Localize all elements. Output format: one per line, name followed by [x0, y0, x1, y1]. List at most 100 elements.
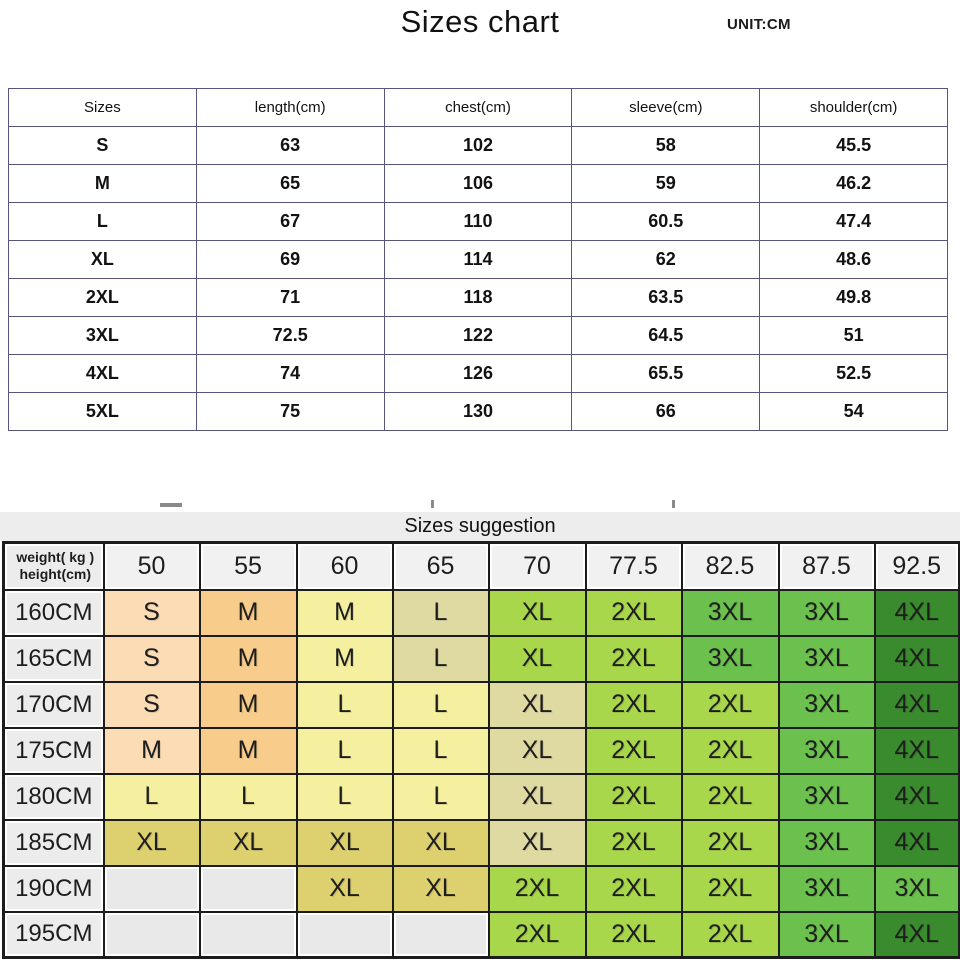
- cropped-text-fragment: [160, 503, 182, 507]
- weight-header-cell: 60: [295, 541, 394, 591]
- suggestion-cell: 4XL: [873, 634, 960, 683]
- size-chart-table: Sizes length(cm) chest(cm) sleeve(cm) should…: [8, 88, 948, 431]
- measurement-cell: 51: [759, 316, 948, 355]
- measurement-cell: 110: [383, 202, 573, 241]
- suggestion-cell: XL: [295, 818, 394, 867]
- suggestion-cell: 4XL: [873, 726, 960, 775]
- measurement-cell: 72.5: [195, 316, 385, 355]
- measurement-cell: 66: [571, 392, 761, 431]
- suggestion-row: 170CM S M L L XL 2XL 2XL 3XL 4XL: [2, 680, 960, 729]
- measurement-cell: 63: [195, 126, 385, 165]
- suggestion-cell: 2XL: [487, 910, 587, 959]
- size-table-row: S 63 102 58 45.5: [8, 126, 948, 165]
- suggestion-row: 165CM S M M L XL 2XL 3XL 3XL 4XL: [2, 634, 960, 683]
- suggestion-cell: 2XL: [584, 634, 683, 683]
- suggestion-cell: 4XL: [873, 588, 960, 637]
- measurement-cell: 122: [383, 316, 573, 355]
- suggestion-row: 195CM 2XL 2XL 2XL 3XL 4XL: [2, 910, 960, 959]
- measurement-cell: 71: [195, 278, 385, 317]
- height-label-cell: 170CM: [2, 680, 105, 729]
- suggestion-cell: 3XL: [680, 588, 780, 637]
- measurement-cell: 48.6: [759, 240, 948, 279]
- suggestion-cell: XL: [391, 818, 490, 867]
- weight-header-cell: 70: [487, 541, 587, 591]
- size-table-row: 4XL 74 126 65.5 52.5: [8, 354, 948, 393]
- suggestion-cell: XL: [102, 818, 201, 867]
- suggestion-cell: 2XL: [680, 818, 780, 867]
- measurement-cell: 58: [571, 126, 761, 165]
- size-label-cell: XL: [8, 240, 197, 279]
- unit-label: UNIT:CM: [727, 16, 791, 33]
- suggestion-row: 175CM M M L L XL 2XL 2XL 3XL 4XL: [2, 726, 960, 775]
- suggestion-cell: XL: [487, 818, 587, 867]
- measurement-cell: 49.8: [759, 278, 948, 317]
- suggestion-cell: 3XL: [777, 726, 876, 775]
- weight-header-row: weight( kg ) height(cm) 50 55 60 65 70 77.5 82.5…: [2, 541, 960, 591]
- suggestion-cell: XL: [487, 680, 587, 729]
- height-label-cell: 165CM: [2, 634, 105, 683]
- size-label-cell: L: [8, 202, 197, 241]
- suggestion-cell: 2XL: [584, 910, 683, 959]
- measurement-cell: 54: [759, 392, 948, 431]
- measurement-cell: 47.4: [759, 202, 948, 241]
- size-table-row: XL 69 114 62 48.6: [8, 240, 948, 279]
- measurement-cell: 118: [383, 278, 573, 317]
- height-label-cell: 185CM: [2, 818, 105, 867]
- suggestion-row: 190CM XL XL 2XL 2XL 2XL 3XL 3XL: [2, 864, 960, 913]
- suggestion-cell: 4XL: [873, 910, 960, 959]
- size-label-cell: M: [8, 164, 197, 203]
- suggestion-cell: M: [295, 634, 394, 683]
- measurement-cell: 64.5: [571, 316, 761, 355]
- suggestion-cell: XL: [487, 588, 587, 637]
- size-table-row: 2XL 71 118 63.5 49.8: [8, 278, 948, 317]
- suggestion-row: 180CM L L L L XL 2XL 2XL 3XL 4XL: [2, 772, 960, 821]
- page-title: Sizes chart: [400, 4, 560, 39]
- measurement-cell: 69: [195, 240, 385, 279]
- size-label-cell: 2XL: [8, 278, 197, 317]
- suggestion-cell: L: [391, 680, 490, 729]
- suggestion-cell: XL: [198, 818, 298, 867]
- measurement-cell: 52.5: [759, 354, 948, 393]
- weight-header-cell: 82.5: [680, 541, 780, 591]
- suggestion-cell: S: [102, 588, 201, 637]
- suggestion-cell: M: [198, 634, 298, 683]
- size-table-header-cell: length(cm): [195, 88, 385, 127]
- suggestion-cell: 2XL: [584, 588, 683, 637]
- size-table-header-row: Sizes length(cm) chest(cm) sleeve(cm) should…: [8, 88, 948, 127]
- suggestion-cell: 2XL: [680, 680, 780, 729]
- empty-cell: [198, 864, 298, 913]
- size-label-cell: 4XL: [8, 354, 197, 393]
- suggestion-cell: 2XL: [584, 864, 683, 913]
- corner-weight-label: weight( kg ): [16, 548, 95, 565]
- corner-cell: weight( kg ) height(cm): [2, 541, 105, 591]
- suggestion-row: 160CM S M M L XL 2XL 3XL 3XL 4XL: [2, 588, 960, 637]
- empty-cell: [295, 910, 394, 959]
- suggestion-cell: 3XL: [873, 864, 960, 913]
- suggestion-cell: XL: [487, 634, 587, 683]
- cropped-text-fragment: [672, 500, 675, 508]
- suggestion-cell: 2XL: [680, 864, 780, 913]
- suggestion-cell: 3XL: [777, 910, 876, 959]
- suggestion-cell: 2XL: [680, 726, 780, 775]
- suggestion-cell: 3XL: [680, 634, 780, 683]
- suggestion-cell: XL: [295, 864, 394, 913]
- suggestion-cell: L: [295, 772, 394, 821]
- suggestion-cell: 2XL: [680, 910, 780, 959]
- size-table-header-cell: shoulder(cm): [759, 88, 948, 127]
- suggestion-cell: M: [295, 588, 394, 637]
- suggestion-cell: L: [102, 772, 201, 821]
- suggestion-cell: S: [102, 680, 201, 729]
- suggestion-cell: S: [102, 634, 201, 683]
- suggestion-cell: L: [295, 726, 394, 775]
- empty-cell: [102, 910, 201, 959]
- suggestion-cell: 3XL: [777, 680, 876, 729]
- size-table-row: 3XL 72.5 122 64.5 51: [8, 316, 948, 355]
- weight-header-cell: 55: [198, 541, 298, 591]
- measurement-cell: 59: [571, 164, 761, 203]
- size-label-cell: 5XL: [8, 392, 197, 431]
- suggestion-cell: 2XL: [487, 864, 587, 913]
- height-label-cell: 180CM: [2, 772, 105, 821]
- weight-header-cell: 92.5: [873, 541, 960, 591]
- empty-cell: [198, 910, 298, 959]
- measurement-cell: 62: [571, 240, 761, 279]
